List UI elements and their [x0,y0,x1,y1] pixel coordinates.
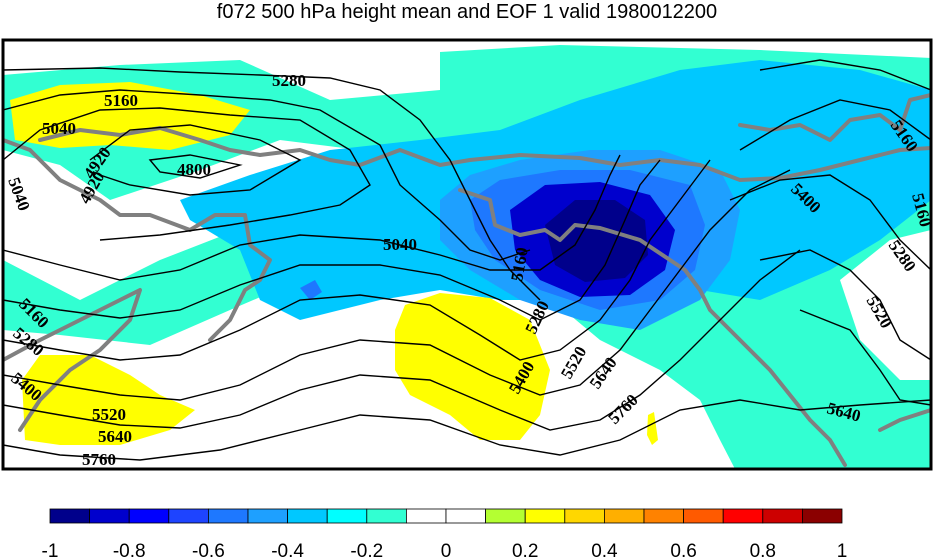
contour-east-5520 [759,249,931,361]
dark-blue-core [545,200,648,282]
coastline-southwest [3,288,142,432]
height-contours [3,59,931,461]
colorbar-swatch [49,508,90,524]
coastline-greenland [738,93,931,142]
colorbar-tick-label: 0.2 [512,541,538,558]
colorbar-swatch [366,508,407,524]
contour-5040-west [3,107,371,241]
contour-5520 [3,169,791,401]
coastline-arctic-islands [458,188,847,467]
colorbar-tick-label: 0.4 [591,541,618,558]
contour-label: 5160 [104,91,138,110]
contour-label: 5040 [383,235,417,254]
colorbar-tick-label: -0.6 [192,541,225,558]
colorbar-swatch [287,508,328,524]
contour-label: 5640 [98,427,132,446]
plot-title: f072 500 hPa height mean and EOF 1 valid… [216,1,718,23]
colorbar-swatch [128,508,170,524]
contour-label: 5760 [82,450,116,469]
colorbar-tick-label: -0.8 [113,541,146,558]
colorbar-swatch [405,508,447,524]
colorbar-swatch [485,508,526,524]
contour-5160-west [3,89,531,261]
colorbar-swatch [802,508,843,524]
coastline-east-edge [878,408,931,432]
colorbar-tick-label: -0.2 [350,541,383,558]
map-frame [1,38,933,471]
contour-label: 4800 [177,160,211,179]
colorbar-swatch [762,508,803,524]
colorbar-ticks: -1 -0.8 -0.6 -0.4 -0.2 0 0.2 0.4 0.6 0.8 1 [42,541,848,558]
yellow-region-tiny [647,412,658,445]
contour-5400 [3,159,711,361]
colorbar-swatch [89,508,130,524]
contour-5160-mid [3,154,621,281]
coastline-west-asia [3,138,272,342]
colorbar-swatch [524,508,566,524]
coastlines [3,93,931,467]
colorbar-swatch [683,508,724,524]
colorbar-tick-label: -0.4 [271,541,304,558]
contour-4800 [148,154,243,179]
contour-label: 5520 [92,405,126,424]
colorbar-tick-label: 0.8 [750,541,776,558]
colorbar-swatch [604,508,645,524]
coastline-north-asia [38,126,931,182]
contour-5280-mid [3,159,661,321]
anomaly-field [3,40,931,469]
colorbar-tick-label: 0.6 [670,541,696,558]
contour-4920 [89,124,302,196]
colorbar-tick-label: 0 [441,541,452,558]
contour-east-5640 [799,309,931,406]
colorbar-tick-label: 1 [837,541,848,558]
contour-5760 [3,399,931,461]
colorbar-swatch [207,508,249,524]
white-region-east [840,230,931,380]
white-region-north [3,40,931,100]
contour-label: 5040 [42,119,76,138]
contour-5640 [3,249,801,431]
contour-label: 5280 [272,71,306,90]
blue-patch-small [300,280,322,300]
colorbar-swatch [326,508,368,524]
colorbar [49,508,843,524]
contour-5280-north [3,67,541,301]
contour-east-5400 [729,174,931,271]
colorbar-swatch [564,508,605,524]
colorbar-swatch [247,508,288,524]
colorbar-swatch [643,508,684,524]
colorbar-tick-label: -1 [42,541,59,558]
colorbar-swatch [722,508,764,524]
colorbar-swatch [445,508,486,524]
contour-east-5280 [739,99,931,151]
colorbar-swatch [168,508,209,524]
contour-east-5160 [759,59,931,91]
